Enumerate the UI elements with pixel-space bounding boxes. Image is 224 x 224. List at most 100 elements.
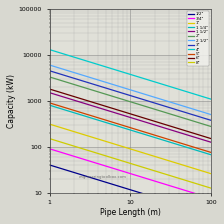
1" xyxy=(48,123,51,125)
1 1/2" xyxy=(196,137,199,139)
Text: engineeringtoolbox.com: engineeringtoolbox.com xyxy=(79,175,127,179)
Line: 5": 5" xyxy=(50,103,211,153)
2 1/2" xyxy=(202,111,205,114)
5" xyxy=(196,147,199,150)
2 1/2" xyxy=(48,64,51,66)
1 1/4" xyxy=(196,149,199,152)
4" xyxy=(78,58,81,60)
Line: 3/4": 3/4" xyxy=(50,149,211,198)
2" xyxy=(196,121,199,124)
2" xyxy=(210,125,213,128)
Line: 4": 4" xyxy=(50,50,211,99)
Line: 2": 2" xyxy=(50,77,211,127)
8" xyxy=(196,183,199,185)
6" xyxy=(91,101,94,104)
1 1/4" xyxy=(91,117,94,120)
5" xyxy=(55,103,57,106)
1/2" xyxy=(91,177,94,180)
4" xyxy=(58,51,61,54)
6" xyxy=(58,91,61,93)
3/4" xyxy=(196,193,199,196)
2 1/2" xyxy=(78,73,81,76)
1" xyxy=(58,126,61,129)
1 1/4" xyxy=(55,106,57,109)
2 1/2" xyxy=(196,109,199,112)
1 1/4" xyxy=(58,107,61,110)
2 1/2" xyxy=(55,66,57,68)
3/4" xyxy=(78,157,81,159)
6" xyxy=(202,135,205,138)
2" xyxy=(48,76,51,78)
1/2" xyxy=(196,209,199,212)
1/2" xyxy=(48,164,51,166)
2" xyxy=(202,123,205,125)
3/4" xyxy=(58,151,61,153)
6" xyxy=(210,137,213,140)
3" xyxy=(78,79,81,81)
Line: 2 1/2": 2 1/2" xyxy=(50,65,211,115)
Line: 1 1/4": 1 1/4" xyxy=(50,105,211,155)
2" xyxy=(78,85,81,88)
3/4" xyxy=(91,161,94,163)
1" xyxy=(78,132,81,135)
Line: 1 1/2": 1 1/2" xyxy=(50,93,211,142)
2" xyxy=(58,79,61,81)
2 1/2" xyxy=(58,67,61,69)
8" xyxy=(58,140,61,143)
1/2" xyxy=(78,173,81,176)
1/2" xyxy=(55,166,57,168)
3" xyxy=(55,71,57,74)
1 1/2" xyxy=(58,94,61,97)
5" xyxy=(58,105,61,107)
5" xyxy=(91,115,94,117)
8" xyxy=(202,184,205,187)
5" xyxy=(210,151,213,154)
1 1/4" xyxy=(210,153,213,156)
3" xyxy=(91,83,94,85)
6" xyxy=(78,97,81,100)
X-axis label: Pipe Length (m): Pipe Length (m) xyxy=(100,208,161,217)
3" xyxy=(48,69,51,72)
1/2" xyxy=(210,213,213,216)
8" xyxy=(78,146,81,149)
5" xyxy=(78,111,81,114)
Line: 1/2": 1/2" xyxy=(50,165,211,215)
8" xyxy=(91,151,94,153)
1" xyxy=(91,136,94,139)
6" xyxy=(55,90,57,93)
1" xyxy=(196,168,199,171)
4" xyxy=(202,95,205,98)
2 1/2" xyxy=(91,77,94,80)
4" xyxy=(210,98,213,101)
1 1/2" xyxy=(202,138,205,141)
1 1/4" xyxy=(202,151,205,154)
5" xyxy=(48,101,51,104)
3/4" xyxy=(55,149,57,152)
3/4" xyxy=(210,197,213,200)
3" xyxy=(58,72,61,75)
2" xyxy=(55,78,57,80)
1" xyxy=(210,172,213,175)
3/4" xyxy=(202,195,205,197)
3" xyxy=(210,119,213,122)
1/2" xyxy=(202,211,205,213)
8" xyxy=(55,139,57,142)
4" xyxy=(91,62,94,64)
6" xyxy=(48,88,51,90)
8" xyxy=(48,137,51,140)
4" xyxy=(196,94,199,96)
Line: 1": 1" xyxy=(50,124,211,174)
4" xyxy=(55,50,57,53)
Line: 3": 3" xyxy=(50,71,211,120)
1/2" xyxy=(58,167,61,169)
3" xyxy=(202,116,205,119)
1 1/4" xyxy=(78,113,81,116)
Line: 6": 6" xyxy=(50,89,211,139)
3" xyxy=(196,115,199,118)
1 1/2" xyxy=(55,93,57,96)
1" xyxy=(55,125,57,127)
8" xyxy=(210,187,213,190)
5" xyxy=(202,149,205,151)
1 1/4" xyxy=(48,104,51,107)
3/4" xyxy=(48,147,51,150)
